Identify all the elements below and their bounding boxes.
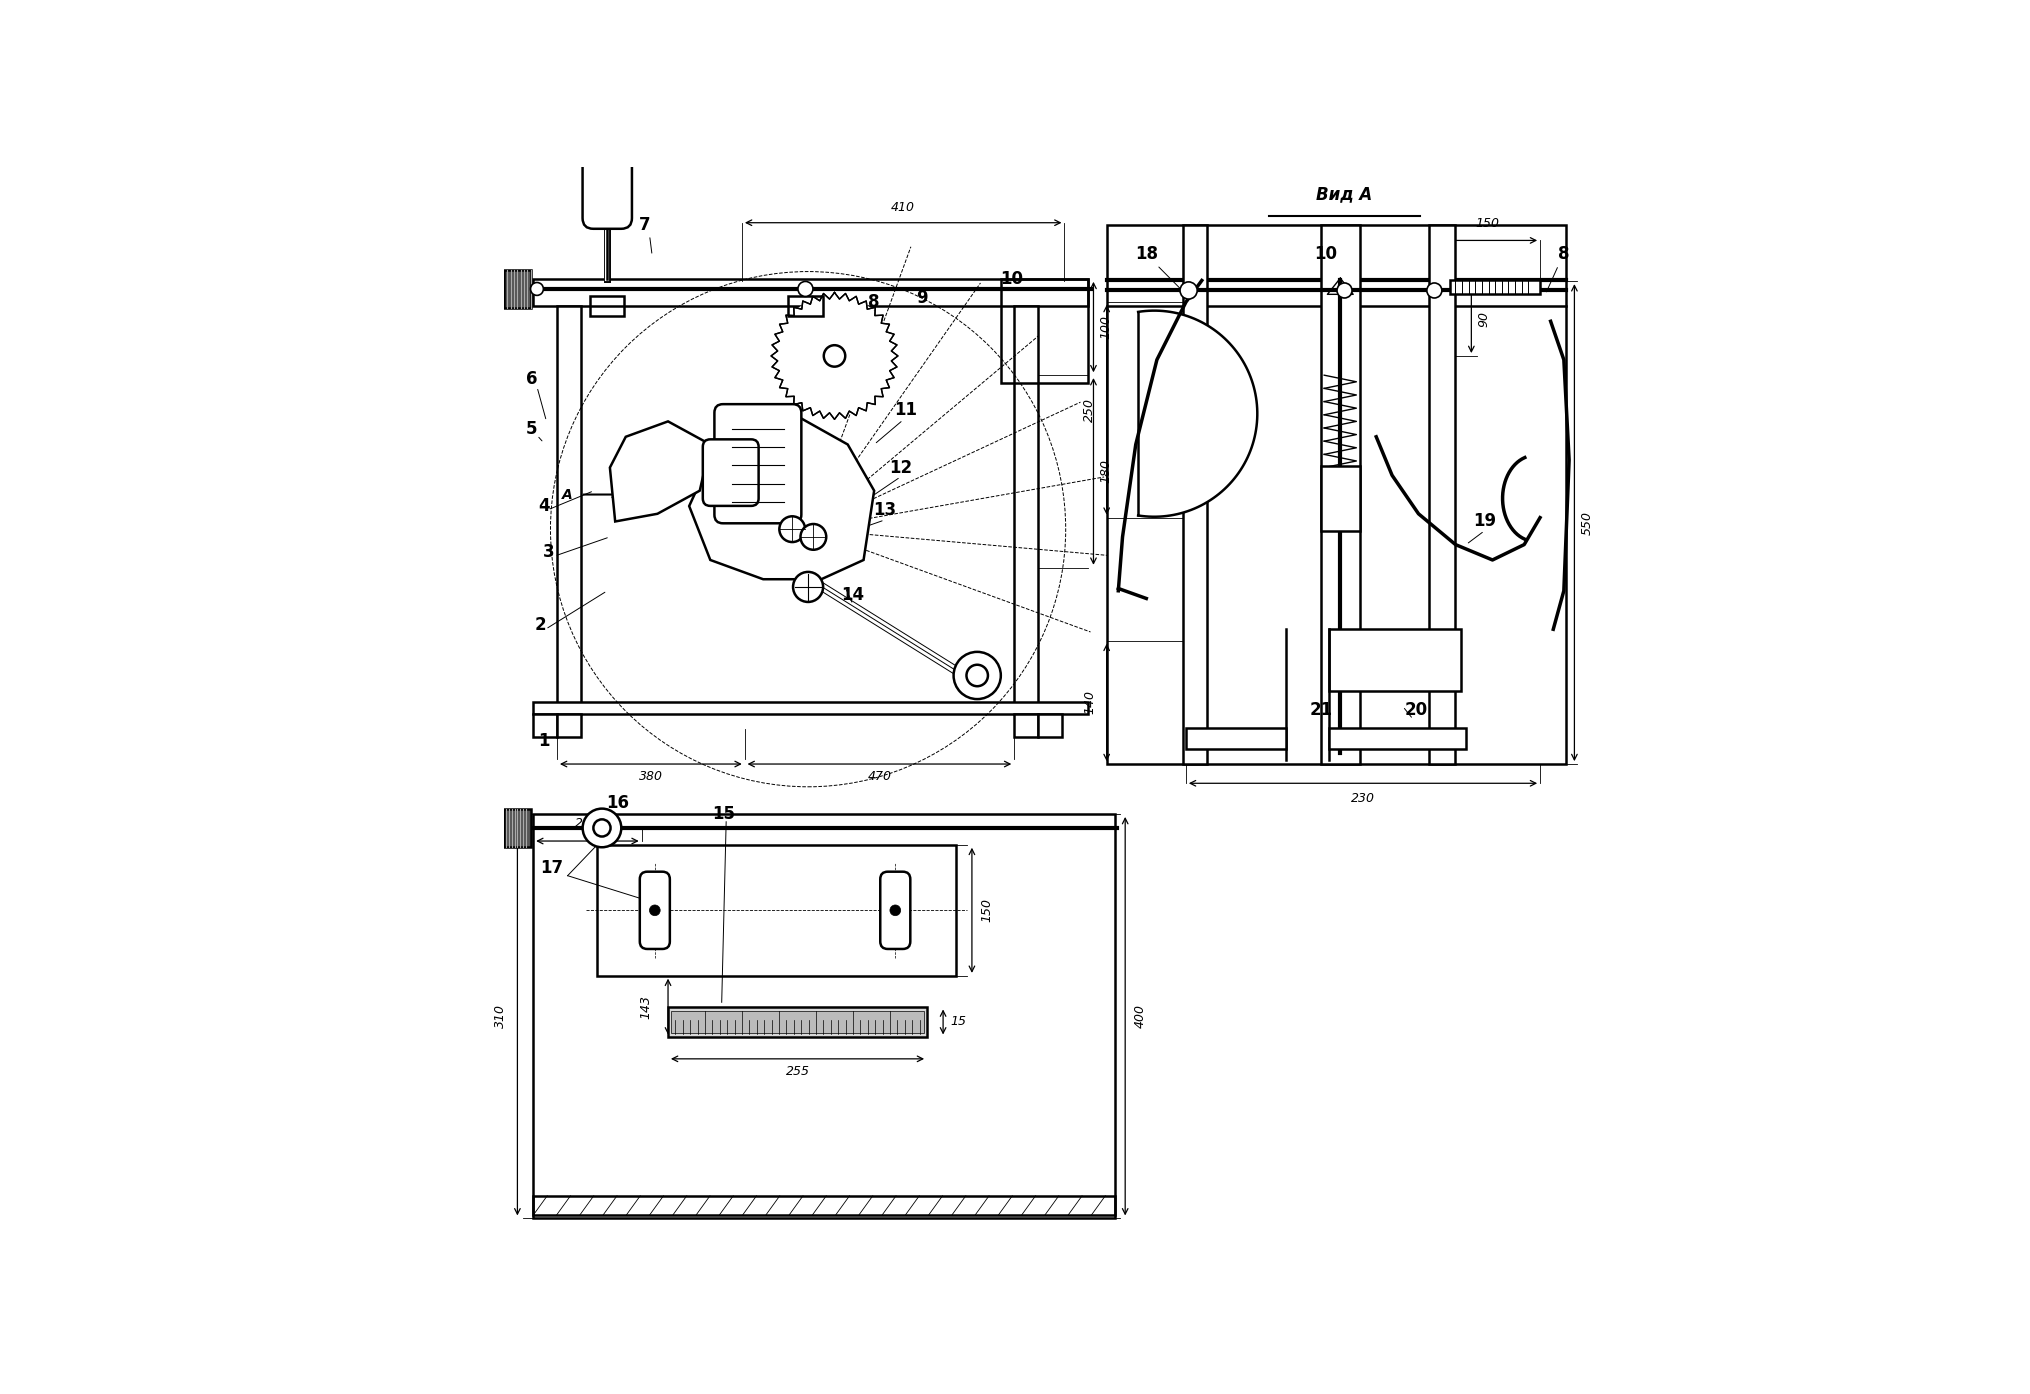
Bar	[1106, 224, 1565, 764]
Text: 143: 143	[639, 994, 652, 1019]
Bar	[1013, 714, 1037, 737]
FancyBboxPatch shape	[702, 439, 759, 506]
Bar	[591, 297, 623, 316]
Bar	[1001, 279, 1088, 383]
Circle shape	[792, 572, 822, 602]
Text: 250: 250	[1082, 397, 1096, 422]
Bar	[1429, 224, 1456, 764]
Text: 140: 140	[1082, 690, 1096, 715]
Text: 20: 20	[1403, 701, 1427, 719]
Bar	[534, 1196, 1114, 1216]
Bar	[788, 297, 822, 316]
Bar	[1183, 224, 1206, 764]
Circle shape	[800, 524, 826, 549]
Circle shape	[650, 905, 660, 916]
Bar	[556, 714, 581, 737]
Circle shape	[824, 346, 844, 367]
Bar	[1320, 466, 1358, 531]
Circle shape	[889, 905, 899, 916]
Circle shape	[798, 282, 812, 297]
Bar	[1449, 280, 1539, 294]
Text: 19: 19	[1472, 513, 1496, 531]
Circle shape	[954, 652, 1001, 700]
Text: 15: 15	[950, 1015, 966, 1029]
Circle shape	[1336, 283, 1352, 298]
Bar	[503, 809, 530, 848]
Polygon shape	[688, 406, 873, 580]
Text: 2: 2	[534, 616, 546, 634]
FancyBboxPatch shape	[639, 871, 670, 949]
Text: 400: 400	[1133, 1004, 1147, 1029]
Text: 15: 15	[713, 806, 735, 822]
Text: 18: 18	[1135, 244, 1157, 262]
Bar	[672, 1011, 924, 1033]
FancyBboxPatch shape	[715, 404, 802, 523]
Text: 10: 10	[999, 270, 1023, 289]
Bar	[1320, 224, 1360, 764]
Bar	[1013, 305, 1037, 714]
Bar	[503, 269, 530, 308]
Bar	[534, 814, 1114, 1218]
Text: 8: 8	[1557, 244, 1569, 262]
Text: 410: 410	[891, 201, 916, 215]
Bar	[556, 305, 581, 714]
Text: 9: 9	[916, 289, 928, 307]
Text: 21: 21	[1309, 701, 1332, 719]
Bar	[1186, 728, 1285, 749]
Circle shape	[966, 665, 987, 686]
Circle shape	[1179, 282, 1196, 300]
Circle shape	[780, 516, 804, 542]
Text: 8: 8	[869, 293, 879, 311]
Text: 470: 470	[867, 771, 891, 783]
Text: 150: 150	[1474, 216, 1498, 230]
Text: А: А	[562, 488, 572, 502]
Text: 12: 12	[889, 459, 911, 477]
FancyBboxPatch shape	[583, 148, 631, 229]
Text: Вид А: Вид А	[1315, 185, 1372, 204]
Text: 4: 4	[538, 498, 550, 514]
Text: 17: 17	[540, 859, 562, 877]
Text: 14: 14	[840, 585, 865, 604]
Bar	[597, 845, 956, 976]
Text: 7: 7	[637, 216, 650, 234]
Text: 255: 255	[786, 1065, 810, 1078]
Circle shape	[530, 283, 544, 296]
Text: 6: 6	[526, 369, 538, 388]
Bar	[668, 1006, 926, 1037]
Circle shape	[773, 296, 895, 417]
Text: 90: 90	[1478, 311, 1490, 326]
Text: 1: 1	[538, 732, 550, 750]
Circle shape	[583, 809, 621, 848]
Text: 11: 11	[893, 401, 918, 418]
Bar	[534, 703, 1088, 714]
Text: 3: 3	[544, 544, 554, 562]
Text: 230: 230	[574, 817, 599, 831]
Bar	[1037, 714, 1062, 737]
Polygon shape	[1137, 311, 1257, 517]
Circle shape	[1427, 283, 1441, 298]
Text: 100: 100	[1100, 315, 1112, 339]
Text: 10: 10	[1313, 244, 1338, 262]
Polygon shape	[609, 421, 710, 521]
Bar	[534, 279, 1088, 305]
Text: 13: 13	[873, 500, 895, 519]
Bar	[534, 714, 556, 737]
Text: 310: 310	[493, 1004, 505, 1029]
Text: 380: 380	[639, 771, 662, 783]
Bar	[1328, 629, 1460, 691]
Text: 180: 180	[1100, 460, 1112, 484]
Bar	[1328, 728, 1466, 749]
Text: 150: 150	[980, 898, 993, 923]
Text: 550: 550	[1579, 510, 1594, 535]
Text: 16: 16	[607, 793, 629, 811]
Circle shape	[593, 820, 611, 836]
Text: 230: 230	[1350, 792, 1374, 804]
Text: 5: 5	[526, 420, 538, 438]
FancyBboxPatch shape	[879, 871, 909, 949]
